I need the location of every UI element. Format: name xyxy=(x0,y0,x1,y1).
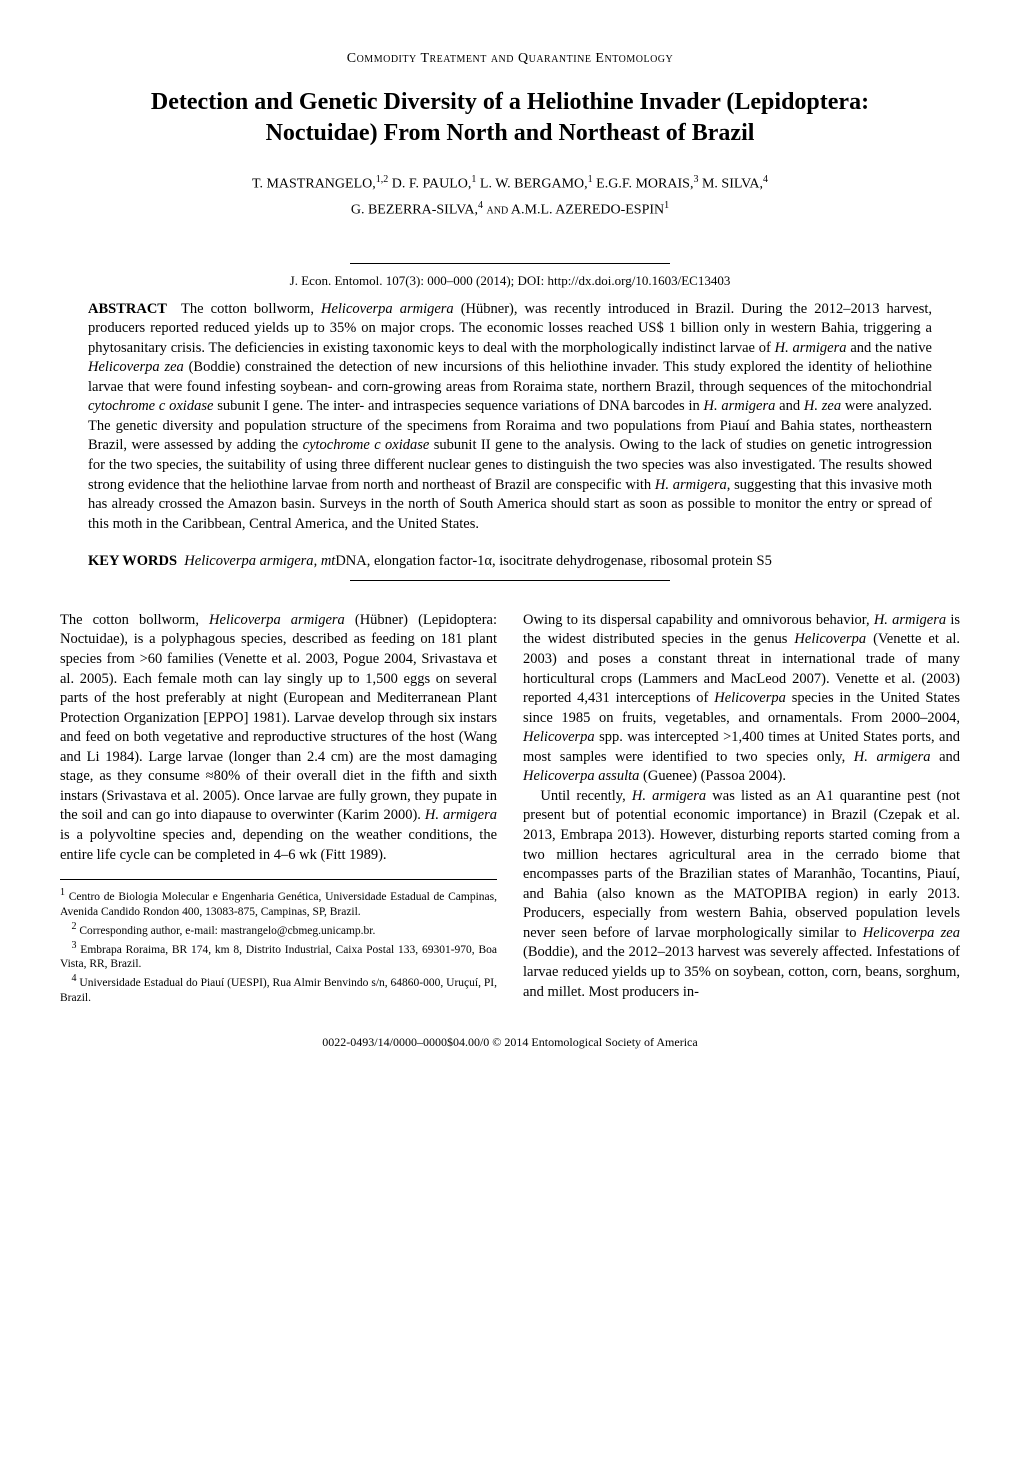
footnote-4: 4 Universidade Estadual do Piauí (UESPI)… xyxy=(60,972,497,1006)
article-title: Detection and Genetic Diversity of a Hel… xyxy=(60,87,960,149)
footnotes-block: 1 Centro de Biologia Molecular e Engenha… xyxy=(60,879,497,1006)
footnote-1: 1 Centro de Biologia Molecular e Engenha… xyxy=(60,886,497,920)
divider-top-wrap xyxy=(60,263,960,264)
footnote-3: 3 Embrapa Roraima, BR 174, km 8, Distrit… xyxy=(60,939,497,973)
citation-line: J. Econ. Entomol. 107(3): 000–000 (2014)… xyxy=(60,272,960,290)
section-header: Commodity Treatment and Quarantine Entom… xyxy=(60,50,960,69)
divider-bottom xyxy=(350,580,670,581)
page-footer: 0022-0493/14/0000–0000$04.00/0 © 2014 En… xyxy=(60,1034,960,1050)
body-columns: The cotton bollworm, Helicoverpa armiger… xyxy=(60,611,960,1006)
abstract-block: ABSTRACT The cotton bollworm, Helicoverp… xyxy=(88,300,932,535)
left-column-text: The cotton bollworm, Helicoverpa armiger… xyxy=(60,611,497,865)
left-column: The cotton bollworm, Helicoverpa armiger… xyxy=(60,611,497,1006)
authors-line: T. MASTRANGELO,1,2 D. F. PAULO,1 L. W. B… xyxy=(60,171,960,223)
right-column: Owing to its dispersal capability and om… xyxy=(523,611,960,1006)
keywords-block: KEY WORDS Helicoverpa armigera, mtDNA, e… xyxy=(88,552,932,572)
divider-top xyxy=(350,263,670,264)
footnote-2: 2 Corresponding author, e-mail: mastrang… xyxy=(60,920,497,939)
divider-bottom-wrap xyxy=(60,580,960,581)
